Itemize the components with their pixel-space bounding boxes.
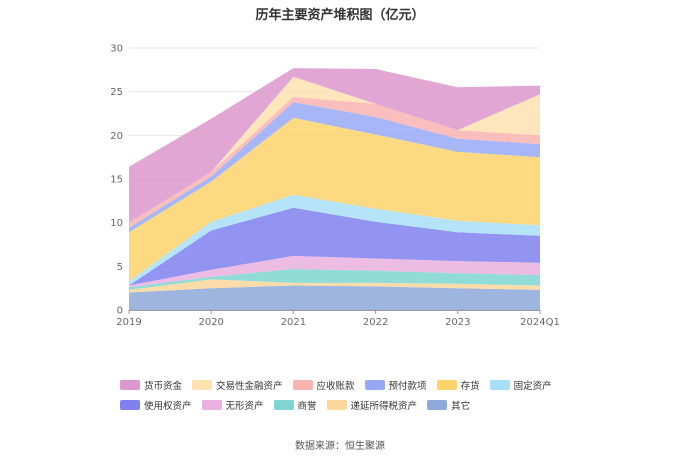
legend-item[interactable]: 预付款项 <box>364 378 427 392</box>
y-tick-label: 20 <box>110 131 123 142</box>
x-tick-label: 2024Q1 <box>520 317 560 328</box>
legend-label: 货币资金 <box>144 381 183 392</box>
legend-item[interactable]: 递延所得税资产 <box>326 398 418 412</box>
legend-swatch <box>292 380 313 390</box>
legend-label: 递延所得税资产 <box>350 401 418 412</box>
axes: 0 5 10 15 20 25 30 2019 2020 2021 2022 2023 2024Q1 <box>110 44 560 329</box>
area-存货 <box>129 117 540 282</box>
x-tick-label: 2019 <box>116 317 141 328</box>
legend-item[interactable]: 商誉 <box>273 398 317 412</box>
y-tick-label: 5 <box>117 262 123 273</box>
chart-title: 历年主要资产堆积图（亿元） <box>255 8 425 23</box>
legend-item[interactable]: 其它 <box>427 398 470 412</box>
y-tick-label: 0 <box>117 306 123 317</box>
legend-label: 应收账款 <box>316 381 355 392</box>
legend-item[interactable]: 交易性金融资产 <box>192 378 283 392</box>
area-无形资产 <box>129 255 540 288</box>
x-tick-label: 2020 <box>198 317 223 328</box>
legend-item[interactable]: 使用权资产 <box>120 398 192 412</box>
legend: 货币资金 交易性金融资产 应收账款 预付款项 存货 固定资产使用权资产 无形资产 商誉 递延所得… <box>120 378 600 418</box>
legend-swatch <box>427 400 448 410</box>
y-tick-label: 25 <box>110 87 123 98</box>
y-tick-label: 10 <box>110 218 123 229</box>
x-tick-label: 2021 <box>281 317 306 328</box>
x-tick-label: 2023 <box>445 317 470 328</box>
legend-label: 商誉 <box>297 401 317 412</box>
legend-item[interactable]: 无形资产 <box>201 398 264 412</box>
legend-label: 存货 <box>460 381 480 392</box>
data-source: 数据来源：恒生聚源 <box>295 441 385 452</box>
legend-label: 交易性金融资产 <box>216 381 283 392</box>
area-应收账款 <box>129 96 540 228</box>
legend-label: 固定资产 <box>513 381 552 392</box>
y-tick-label: 15 <box>110 175 123 186</box>
legend-swatch <box>273 400 294 410</box>
legend-label: 其它 <box>451 401 471 412</box>
x-tick-label: 2022 <box>363 317 388 328</box>
legend-item[interactable]: 固定资产 <box>489 378 552 392</box>
y-tick-label: 30 <box>110 44 123 55</box>
legend-label: 无形资产 <box>225 401 264 412</box>
legend-swatch <box>192 380 213 390</box>
area-商誉 <box>129 269 540 290</box>
legend-swatch <box>201 400 222 410</box>
area-series <box>129 68 540 310</box>
legend-label: 预付款项 <box>388 381 427 392</box>
area-使用权资产 <box>129 207 540 286</box>
area-货币资金 <box>129 68 540 223</box>
area-固定资产 <box>129 194 540 286</box>
area-预付款项 <box>129 102 540 233</box>
legend-label: 使用权资产 <box>144 401 192 412</box>
legend-swatch <box>364 380 385 390</box>
legend-swatch <box>436 380 457 390</box>
legend-row: 货币资金 交易性金融资产 应收账款 预付款项 存货 固定资产使用权资产 无形资产 商誉 递延所得… <box>120 378 600 418</box>
legend-item[interactable]: 货币资金 <box>120 378 182 392</box>
legend-swatch <box>489 380 510 390</box>
area-递延所得税资产 <box>129 279 540 293</box>
legend-item[interactable]: 应收账款 <box>292 378 355 392</box>
legend-swatch <box>120 380 140 390</box>
legend-swatch <box>326 400 347 410</box>
area-其它 <box>129 285 540 310</box>
legend-item[interactable]: 存货 <box>436 378 480 392</box>
legend-swatch <box>120 400 140 410</box>
